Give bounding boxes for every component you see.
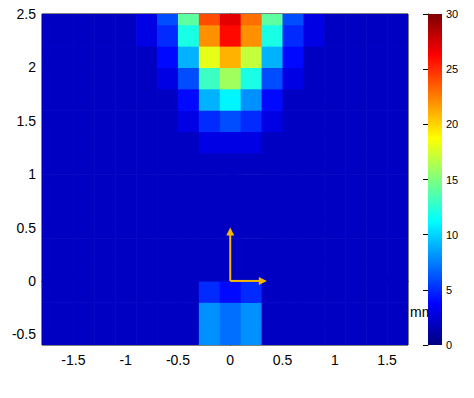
svg-text:-0.5: -0.5: [166, 352, 190, 368]
svg-text:20: 20: [446, 118, 458, 130]
svg-text:1: 1: [28, 166, 36, 182]
svg-text:1.5: 1.5: [377, 352, 397, 368]
svg-text:0.5: 0.5: [273, 352, 293, 368]
svg-text:-1: -1: [119, 352, 132, 368]
svg-text:0: 0: [226, 352, 234, 368]
svg-text:5: 5: [446, 284, 452, 296]
svg-text:1: 1: [331, 352, 339, 368]
svg-text:0.5: 0.5: [17, 220, 37, 236]
svg-text:15: 15: [446, 174, 458, 186]
svg-text:-0.5: -0.5: [12, 326, 36, 342]
svg-text:0: 0: [28, 273, 36, 289]
svg-text:30: 30: [446, 8, 458, 20]
svg-text:10: 10: [446, 229, 458, 241]
svg-text:2: 2: [28, 59, 36, 75]
svg-text:-1.5: -1.5: [61, 352, 85, 368]
svg-text:mm: mm: [410, 303, 434, 320]
svg-text:1.5: 1.5: [17, 113, 37, 129]
svg-text:25: 25: [446, 63, 458, 75]
svg-text:0: 0: [446, 339, 452, 351]
svg-text:2.5: 2.5: [17, 6, 37, 22]
